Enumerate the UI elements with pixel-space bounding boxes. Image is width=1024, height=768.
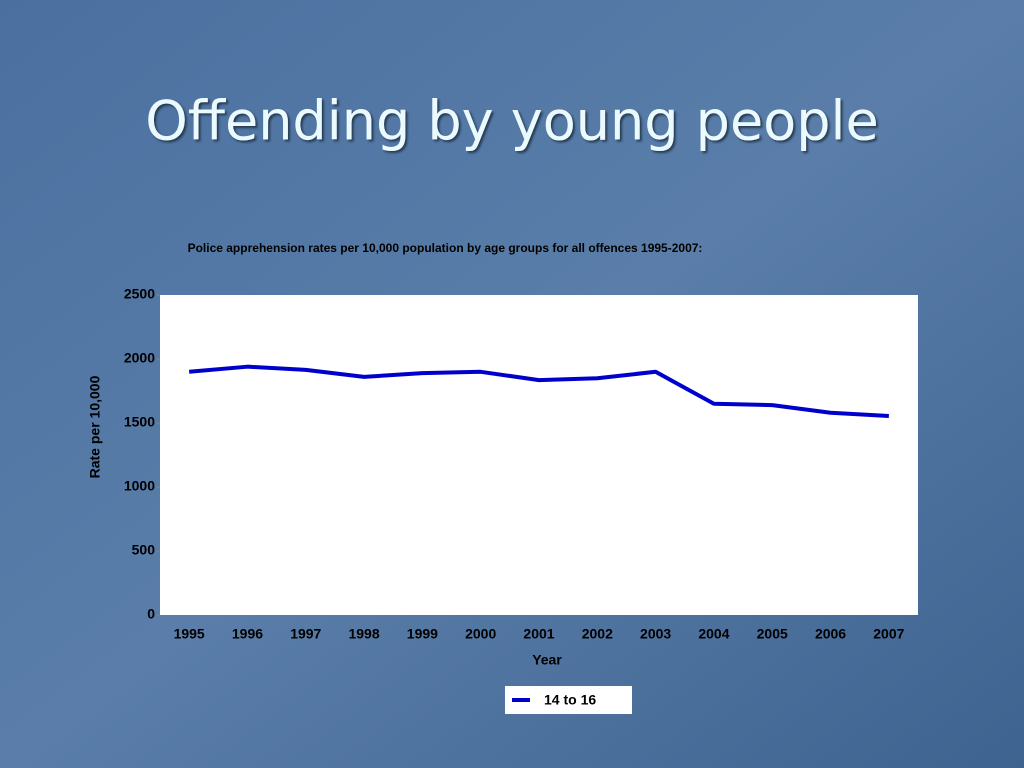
y-tick-label: 0: [147, 606, 155, 622]
x-tick-label: 1996: [232, 626, 263, 642]
y-tick-label: 2000: [124, 350, 155, 366]
x-tick-label: 2003: [640, 626, 671, 642]
chart-title: Police apprehension rates per 10,000 pop…: [187, 241, 703, 255]
y-axis-label: Rate per 10,000: [87, 375, 103, 478]
x-axis-label: Year: [532, 652, 562, 668]
x-tick-label: 1997: [290, 626, 321, 642]
x-tick-label: 2007: [873, 626, 904, 642]
slide-title: Offending by young people: [145, 90, 878, 153]
x-tick-label: 2006: [815, 626, 846, 642]
y-tick-label: 2500: [124, 286, 155, 302]
y-tick-label: 1500: [124, 414, 155, 430]
y-tick-label: 500: [132, 542, 156, 558]
data-line: [188, 364, 889, 418]
x-tick-label: 2004: [698, 626, 729, 642]
plot-area: [160, 295, 918, 615]
x-tick-label: 2005: [757, 626, 788, 642]
x-tick-label: 1999: [407, 626, 438, 642]
y-tick-label: 1000: [124, 478, 155, 494]
x-tick-label: 2001: [523, 626, 554, 642]
x-tick-label: 2002: [582, 626, 613, 642]
x-tick-label: 2000: [465, 626, 496, 642]
legend-label: 14 to 16: [544, 692, 596, 708]
x-tick-label: 1995: [174, 626, 205, 642]
x-tick-label: 1998: [348, 626, 379, 642]
